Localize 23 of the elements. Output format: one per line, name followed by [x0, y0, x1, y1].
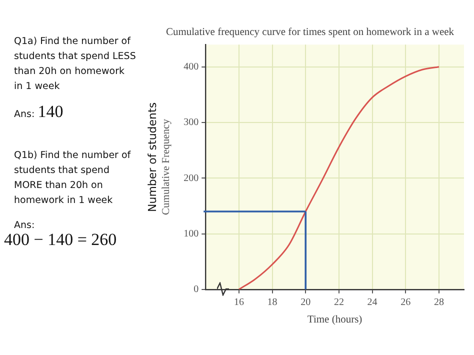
x-tick-label: 28 — [434, 297, 444, 308]
x-tick-label: 26 — [400, 297, 411, 308]
y-tick-label: 0 — [194, 284, 199, 296]
x-tick-label: 16 — [234, 297, 244, 308]
y-tick-label: 200 — [184, 172, 199, 184]
text: Ans: — [14, 219, 36, 233]
text: Number of students — [146, 102, 159, 212]
y-tick-label: 100 — [184, 228, 199, 240]
x-tick-label: 20 — [300, 297, 311, 308]
chart-title: Cumulative frequency curve for times spent on homework in a week — [166, 27, 455, 38]
text: 400 − 140 = 260 — [4, 230, 118, 249]
text: Q1b) Find the number of students that spend MORE than 20h on homework in 1 week — [14, 149, 132, 208]
x-tick-label: 18 — [267, 297, 278, 308]
y-tick-label: 400 — [184, 61, 199, 72]
x-axis-title: Time (hours) — [307, 314, 363, 326]
y-axis-title: Cumulative Frequency — [161, 118, 172, 215]
text: 140 — [38, 102, 64, 121]
text: Q1a) Find the number of students that spend LESS than 20h on homework in 1 week — [14, 35, 136, 94]
y-tick-label: 300 — [184, 117, 199, 128]
x-tick-label: 24 — [367, 297, 378, 308]
text: Ans: — [14, 109, 35, 120]
x-tick-label: 22 — [334, 297, 344, 308]
line-series — [238, 66, 440, 290]
